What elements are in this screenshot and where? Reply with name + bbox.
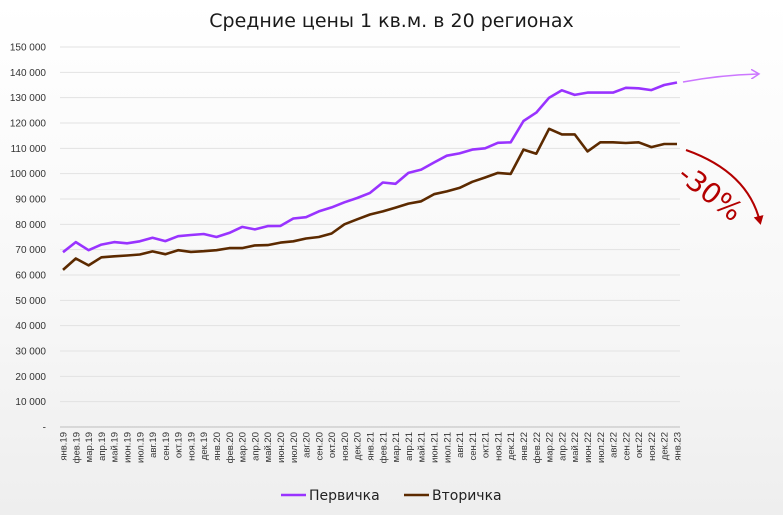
chart-title: Средние цены 1 кв.м. в 20 регионах [209,10,574,32]
x-tick-label: ноя.21 [493,432,504,461]
gridlines [60,46,680,428]
y-tick-label: 150 000 [10,43,47,54]
x-tick-label: апр.22 [557,432,568,461]
x-tick-label: сен.21 [468,432,479,461]
x-tick-label: июл.22 [596,432,607,463]
x-tick-label: мар.19 [84,432,95,462]
x-tick-label: мар.22 [545,432,556,462]
x-tick-label: окт.21 [481,432,492,458]
x-tick-label: окт.19 [174,432,185,458]
x-tick-label: янв.23 [673,432,684,461]
x-tick-label: май.19 [110,432,121,462]
x-tick-label: июн.21 [429,432,440,463]
x-tick-label: июл.19 [135,432,146,463]
x-tick-label: ноя.20 [340,432,351,461]
x-tick-label: авг.21 [455,432,466,458]
x-tick-label: окт.22 [634,432,645,458]
upper-trend-arrow [682,74,758,83]
series-line-secondary [62,127,677,271]
y-tick-label: 90 000 [15,195,46,206]
y-tick-label: 50 000 [15,296,46,307]
x-tick-label: янв.19 [59,432,70,461]
x-tick-label: янв.21 [366,432,377,461]
x-tick-label: дек.19 [199,432,210,460]
x-tick-label: фев.20 [225,432,236,463]
y-tick-label: 140 000 [10,68,47,79]
x-tick-label: июл.21 [442,432,453,463]
legend-label: Первичка [309,488,380,504]
y-tick-label: 30 000 [15,347,46,358]
x-tick-label: фев.19 [71,432,82,463]
x-axis-labels: янв.19 фев.19 мар.19 апр.19 май.19 июн.19 июл.… [59,432,684,463]
x-tick-label: сен.22 [621,432,632,461]
x-tick-label: дек.22 [660,432,671,460]
x-tick-label: май.21 [417,432,428,462]
lower-trend-arrow [685,149,764,225]
x-tick-label: ноя.19 [186,432,197,461]
x-tick-label: авг.22 [609,432,620,458]
legend-label: Вторичка [432,488,502,504]
x-tick-label: авг.19 [148,432,159,458]
x-tick-label: дек.20 [353,432,364,460]
trend-annotation: -30% [672,74,764,229]
y-tick-label: 120 000 [10,119,47,130]
y-tick-label: 110 000 [11,144,47,155]
y-tick-label: 130 000 [10,93,47,104]
x-tick-label: май.20 [263,432,274,462]
x-tick-label: июн.20 [276,432,287,463]
x-tick-label: янв.22 [519,432,530,461]
x-tick-label: дек.21 [506,432,517,460]
y-tick-label: 40 000 [15,321,46,332]
x-tick-label: ноя.22 [647,432,658,461]
x-tick-label: апр.20 [250,432,261,461]
x-tick-label: сен.19 [161,432,172,461]
legend: Первичка Вторичка [281,488,502,504]
y-tick-label: - [43,423,46,434]
y-tick-label: 70 000 [15,245,46,256]
y-tick-label: 20 000 [15,372,46,383]
x-tick-label: авг.20 [302,432,313,458]
series-line-primary [62,81,678,254]
x-tick-label: июн.22 [583,432,594,463]
x-tick-label: мар.20 [238,432,249,462]
y-axis-labels: - 10 000 20 000 30 000 40 000 50 000 60 000 70 … [10,43,47,434]
y-tick-label: 60 000 [15,271,46,282]
x-tick-label: фев.21 [378,432,389,463]
x-tick-label: фев.22 [532,432,543,463]
x-tick-label: янв.20 [212,432,223,461]
x-tick-label: апр.21 [404,432,415,461]
x-tick-label: сен.20 [314,432,325,461]
y-tick-label: 10 000 [15,397,46,408]
x-tick-label: окт.20 [327,432,338,458]
x-tick-label: июн.19 [122,432,133,463]
x-tick-label: май.22 [570,432,581,462]
x-tick-label: мар.21 [391,432,402,462]
y-tick-label: 100 000 [10,169,47,180]
series-lines [62,81,678,271]
x-tick-label: июл.20 [289,432,300,463]
y-tick-label: 80 000 [15,220,46,231]
discount-annotation: -30% [672,158,749,229]
x-tick-label: апр.19 [97,432,108,461]
